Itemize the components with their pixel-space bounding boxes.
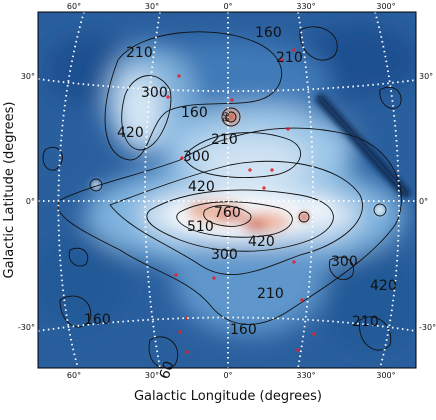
bottom-ticks: 60° 30° 0° 330° 300° — [67, 371, 396, 380]
intensity-map — [38, 12, 416, 368]
top-tick-label: 330° — [296, 2, 315, 11]
contour-label: 160 — [255, 25, 282, 41]
contour-label: 80 — [222, 112, 231, 122]
contour-label: 160 — [230, 322, 257, 338]
right-tick-label: -30° — [419, 323, 436, 332]
filament-edge — [317, 95, 409, 197]
right-tick-label: 30° — [419, 72, 433, 81]
contour-label: 300 — [331, 254, 358, 270]
bottom-tick-label: 330° — [296, 371, 315, 380]
contour-label: 160 — [84, 312, 111, 328]
coordinate-grid — [38, 12, 416, 368]
contour-label: 420 — [188, 179, 215, 195]
contour-label: 510 — [187, 219, 214, 235]
left-tick-label: -30° — [18, 323, 35, 332]
y-axis-title: Galactic Latitude (degrees) — [2, 102, 17, 279]
contour-label: 420 — [248, 234, 275, 250]
top-tick-label: 60° — [67, 2, 81, 11]
bright-core — [170, 195, 332, 235]
top-ticks: 60° 30° 0° 330° 300° — [67, 2, 396, 11]
top-tick-label: 0° — [223, 2, 232, 11]
contour-label: 760 — [214, 205, 241, 221]
contour-label: 300 — [211, 247, 238, 263]
top-tick-label: 30° — [145, 2, 159, 11]
contour-label: 160 — [181, 105, 208, 121]
contour-label: 60 — [157, 359, 178, 381]
bottom-tick-label: 300° — [376, 371, 395, 380]
contour-label: 210 — [126, 45, 153, 61]
contour-label: 210 — [276, 50, 303, 66]
contour-label: 210 — [211, 132, 238, 148]
contour-label: 300 — [183, 149, 210, 165]
contour-label: 420 — [370, 278, 397, 294]
contour-label: 420 — [117, 125, 144, 141]
contour-lines — [42, 26, 402, 368]
bottom-tick-label: 30° — [145, 371, 159, 380]
left-ticks: 30° 0° -30° — [18, 72, 35, 332]
bottom-tick-label: 0° — [223, 371, 232, 380]
top-tick-label: 300° — [376, 2, 395, 11]
map-frame — [37, 11, 417, 369]
source-markers — [166, 48, 316, 354]
contour-label: 300 — [141, 85, 168, 101]
left-tick-label: 0° — [26, 197, 35, 206]
x-axis-title: Galactic Longitude (degrees) — [134, 389, 322, 404]
right-ticks: 30° 0° -30° — [419, 72, 436, 332]
bottom-tick-label: 60° — [67, 371, 81, 380]
left-tick-label: 30° — [21, 72, 35, 81]
contour-label: 210 — [257, 286, 284, 302]
right-tick-label: 0° — [419, 197, 428, 206]
contour-labels: 160 210 300 160 420 210 300 420 760 510 … — [84, 25, 397, 381]
contour-label: 210 — [352, 314, 379, 330]
